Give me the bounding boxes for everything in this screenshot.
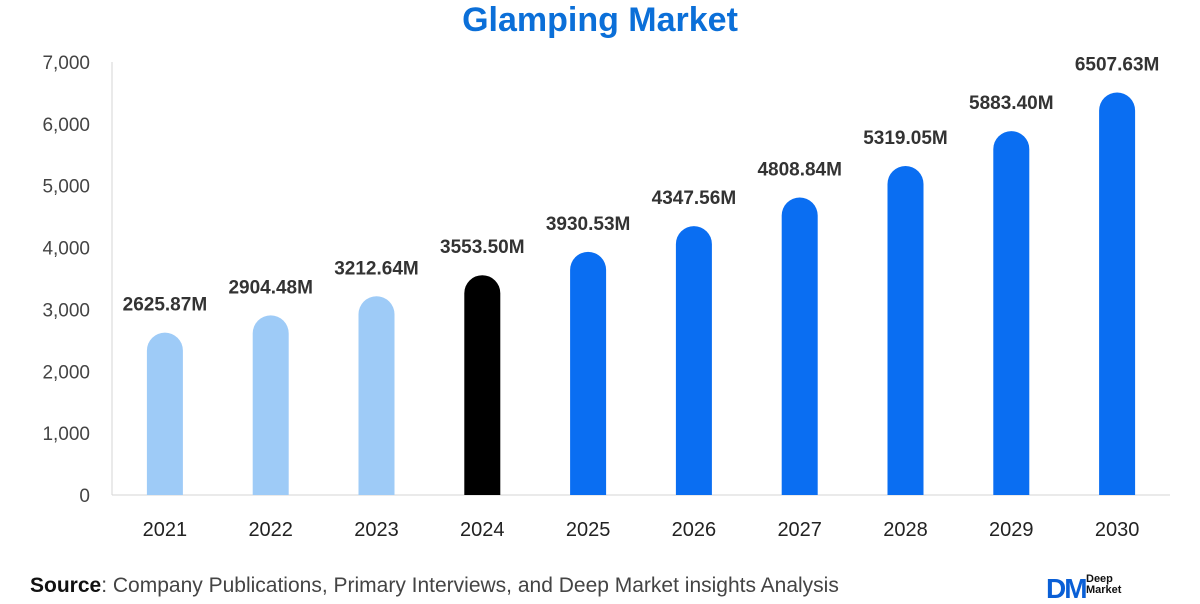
x-tick-label: 2030 xyxy=(1095,519,1140,541)
x-tick-label: 2027 xyxy=(777,519,822,541)
bar-2028 xyxy=(887,165,924,495)
y-tick-label: 0 xyxy=(79,486,90,507)
brand-logo-mark: DM xyxy=(1046,573,1088,604)
bar-2030 xyxy=(1099,92,1136,495)
x-tick-label: 2023 xyxy=(354,519,399,541)
y-tick-label: 6,000 xyxy=(42,115,90,136)
x-tick-label: 2025 xyxy=(566,519,611,541)
bar-2029 xyxy=(993,131,1030,496)
data-label-2029: 5883.40M xyxy=(969,93,1054,114)
source-label: Source xyxy=(30,574,102,597)
brand-logo-name: Deep Market xyxy=(1086,574,1121,596)
x-tick-label: 2026 xyxy=(672,519,717,541)
data-label-2028: 5319.05M xyxy=(863,128,948,149)
data-label-2027: 4808.84M xyxy=(757,160,842,181)
y-tick-label: 2,000 xyxy=(42,362,90,383)
bar-2022 xyxy=(252,315,289,495)
y-tick-label: 1,000 xyxy=(42,424,90,445)
y-tick-label: 5,000 xyxy=(42,177,90,198)
bar-2026 xyxy=(675,226,712,495)
data-label-2030: 6507.63M xyxy=(1075,54,1160,75)
bar-2027 xyxy=(781,197,818,496)
brand-name-line1: Deep xyxy=(1086,573,1113,585)
data-label-2022: 2904.48M xyxy=(228,277,313,298)
source-note: Source: Company Publications, Primary In… xyxy=(30,574,839,598)
brand-logo: DM Deep Market xyxy=(1046,572,1200,604)
x-tick-label: 2021 xyxy=(143,519,188,541)
data-label-2023: 3212.64M xyxy=(334,258,419,279)
bar-2025 xyxy=(570,251,607,495)
y-tick-label: 4,000 xyxy=(42,239,90,260)
brand-name-line2: Market xyxy=(1086,584,1122,596)
y-tick-label: 3,000 xyxy=(42,300,90,321)
data-label-2024: 3553.50M xyxy=(440,237,525,258)
bar-2021 xyxy=(146,332,183,495)
x-tick-label: 2029 xyxy=(989,519,1034,541)
x-tick-label: 2024 xyxy=(460,519,505,541)
data-label-2026: 4347.56M xyxy=(652,188,737,209)
data-label-2025: 3930.53M xyxy=(546,214,631,235)
bar-chart: 0 1,000 2,000 3,000 4,000 5,000 6,000 7,000 2021… xyxy=(42,53,1170,541)
y-tick-label: 7,000 xyxy=(42,53,90,74)
x-tick-label: 2028 xyxy=(883,519,928,541)
source-text: : Company Publications, Primary Intervie… xyxy=(101,574,839,597)
data-label-2021: 2625.87M xyxy=(123,295,208,316)
bar-2024 xyxy=(464,275,501,495)
chart-title: Glamping Market xyxy=(462,1,738,39)
x-tick-label: 2022 xyxy=(248,519,293,541)
bar-2023 xyxy=(358,296,395,495)
